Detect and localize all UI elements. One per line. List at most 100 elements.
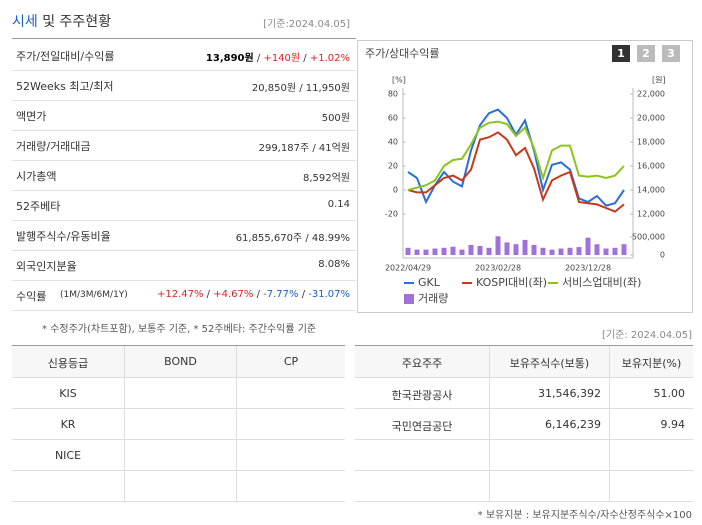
value-part: 500원 (321, 113, 350, 124)
y-axis-label: [%] (392, 76, 406, 85)
y2-tick-label: 14,000 (637, 186, 665, 195)
header-rule (12, 38, 356, 39)
legend-label: GKL (418, 276, 441, 289)
volume-bar (477, 246, 483, 255)
volume-bar (459, 249, 465, 255)
row-label: 외국인지분율 (16, 260, 77, 273)
table-cell: NICE (12, 440, 125, 471)
volume-bar (531, 244, 537, 255)
volume-bar (468, 244, 474, 255)
row-value: 13,890원 / +140원 / +1.02% (206, 49, 350, 64)
quote-row: 시가총액 8,592억원 (12, 160, 356, 191)
value-part: / (253, 53, 264, 64)
quote-row: 주가/전일대비/수익률 13,890원 / +140원 / +1.02% (12, 40, 356, 71)
y-tick-label: 60 (388, 114, 398, 123)
volume-bar (423, 249, 429, 255)
y3-tick-label: 0 (660, 251, 665, 260)
y2-tick-label: 16,000 (637, 162, 665, 171)
y2-tick-label: 22,000 (637, 90, 665, 99)
volume-bar (504, 242, 510, 255)
volume-bar (621, 244, 627, 255)
tab-label: 2 (642, 47, 650, 60)
volume-bar (450, 246, 456, 255)
value-part: 299,187주 / 41억원 (258, 143, 350, 154)
legend-label: 서비스업대비(좌) (562, 276, 641, 289)
table-cell: KR (12, 409, 125, 440)
row-value: 299,187주 / 41억원 (259, 139, 350, 154)
y-tick-label: 0 (393, 186, 398, 195)
value-part: 8,592억원 (302, 173, 350, 184)
table-header: 보유지분(%) (610, 346, 693, 378)
table-cell (355, 440, 490, 471)
volume-bar (612, 247, 618, 255)
table-header: 신용등급 (12, 346, 125, 378)
table-header: 보유주식수(보통) (490, 346, 610, 378)
volume-bar (486, 247, 492, 255)
row-value: 20,850원 / 11,950원 (252, 79, 350, 94)
series-line (407, 120, 625, 191)
tab-button[interactable] (637, 45, 655, 62)
table-cell (12, 471, 125, 502)
table-top (355, 345, 693, 346)
table-cell (125, 471, 237, 502)
table-cell (355, 471, 490, 502)
value-part: +12.47% (156, 289, 204, 300)
quote-row: 수익률 (1M/3M/6M/1Y) +12.47% / +4.67% / -7.77… (12, 280, 356, 311)
table-cell: 51.00 (610, 378, 693, 409)
table-cell: 한국관광공사 (355, 378, 490, 409)
x-tick-label: 2023/12/28 (565, 264, 611, 273)
table-header: CP (237, 346, 345, 378)
title-rest: 및 주주현황 (42, 14, 112, 30)
table-cell (610, 440, 693, 471)
volume-bar (558, 248, 564, 255)
volume-bar (522, 239, 528, 255)
row-label: 시가총액 (16, 170, 57, 183)
table-cell (125, 409, 237, 440)
value-part: +140원 (263, 53, 301, 64)
table-cell: 6,146,239 (490, 409, 610, 440)
tab-button[interactable] (662, 45, 680, 62)
y2-tick-label: 12,000 (637, 210, 665, 219)
quote-row: 거래량/거래대금 299,187주 / 41억원 (12, 130, 356, 161)
volume-bar (432, 248, 438, 255)
y3-tick-label: 500,000 (632, 233, 665, 242)
value-part: / (300, 53, 310, 64)
volume-bar (495, 236, 501, 255)
y2-tick-label: 18,000 (637, 138, 665, 147)
row-label: 52주베타 (16, 200, 61, 213)
chart: 주가/상대수익률 1 2 3 [%] [원] 80 60 40 20 0 -20 22,000 20,00… (365, 45, 680, 305)
table-cell (237, 409, 345, 440)
row-label: 액면가 (16, 110, 47, 123)
volume-bar (576, 247, 582, 255)
table-cell (490, 440, 610, 471)
volume-bar (540, 247, 546, 255)
tab-button[interactable] (612, 45, 630, 62)
volume-bar (441, 247, 447, 255)
table-header: 주요주주 (355, 346, 490, 378)
legend-label: 거래량 (418, 292, 448, 305)
volume-bar (585, 237, 591, 255)
y-tick-label: -20 (385, 210, 398, 219)
row-value: 0.14 (328, 199, 350, 210)
note: * 수정주가(차트포함), 보통주 기준, * 52주베타: 주간수익률 기준 (42, 324, 317, 335)
x-tick-label: 2022/04/29 (385, 264, 431, 273)
y-tick-label: 80 (388, 90, 398, 99)
y2-tick-label: 20,000 (637, 114, 665, 123)
row-label-sub: (1M/3M/6M/1Y) (60, 290, 128, 300)
row-label: 주가/전일대비/수익률 (16, 50, 115, 63)
table-cell: 국민연금공단 (355, 409, 490, 440)
table-cell (125, 440, 237, 471)
legend-swatch (404, 294, 414, 304)
row-label: 수익률 (16, 290, 47, 303)
y2-axis-label: [원] (652, 76, 666, 85)
value-part: / (203, 289, 214, 300)
value-part: 8.08% (318, 259, 350, 270)
quote-row: 액면가 500원 (12, 100, 356, 131)
volume-bar (594, 244, 600, 255)
row-value: +12.47% / +4.67% / -7.77% / -31.07% (157, 289, 350, 300)
value-part: +1.02% (309, 53, 350, 64)
value-part: 61,855,670주 / 48.99% (235, 233, 350, 244)
volume-bar (405, 247, 411, 255)
table-cell (610, 471, 693, 502)
